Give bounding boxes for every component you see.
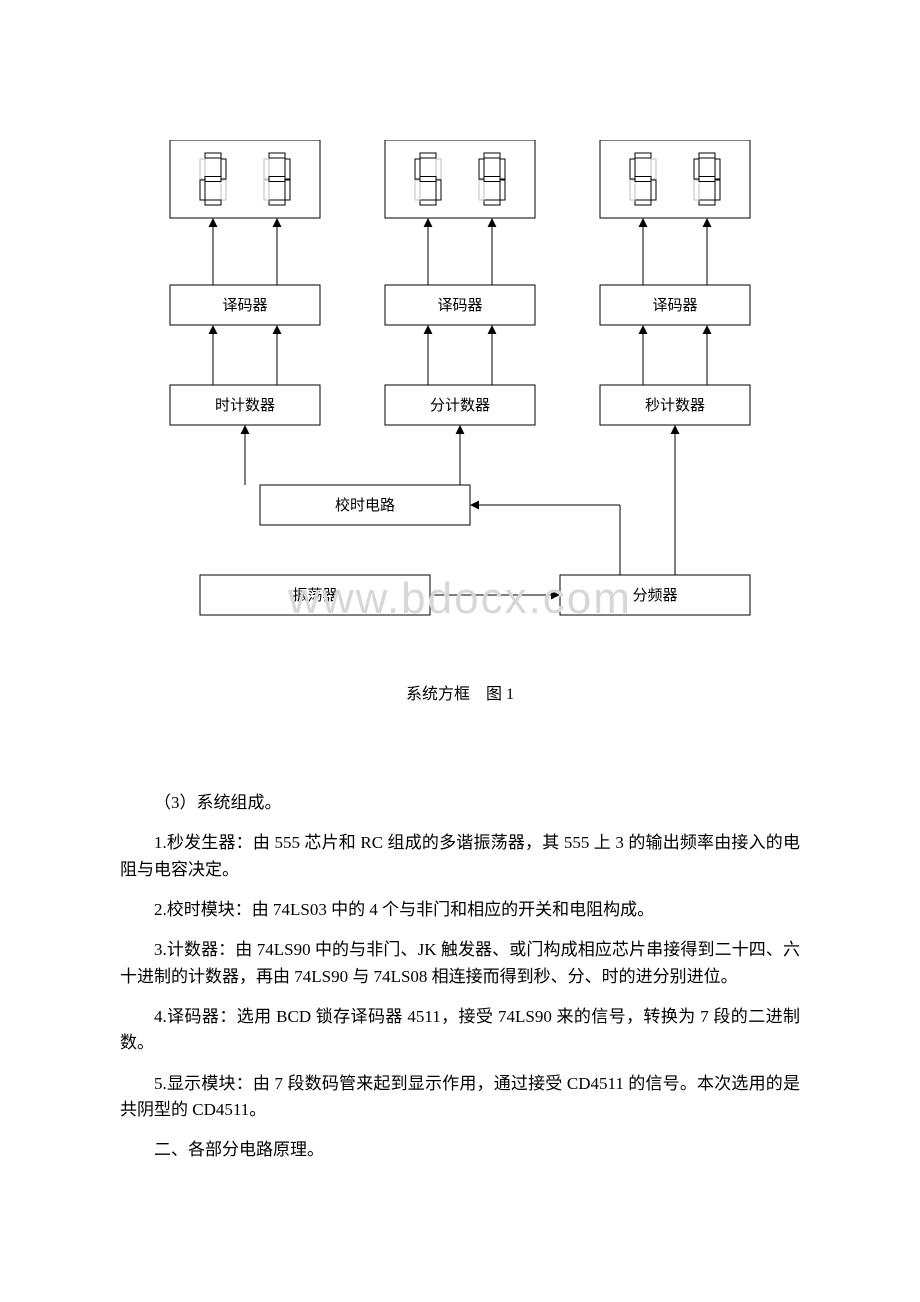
para-1: 1.秒发生器：由 555 芯片和 RC 组成的多谐振荡器，其 555 上 3 的… — [120, 830, 800, 883]
diagram-caption: 系统方框 图 1 — [0, 680, 920, 704]
para-2: 2.校时模块：由 74LS03 中的 4 个与非门和相应的开关和电阻构成。 — [120, 897, 800, 923]
para-4: 4.译码器：选用 BCD 锁存译码器 4511，接受 74LS90 来的信号，转… — [120, 1004, 800, 1057]
svg-text:译码器: 译码器 — [652, 297, 697, 314]
section-2-heading: 二、各部分电路原理。 — [120, 1137, 800, 1163]
para-5: 5.显示模块：由 7 段数码管来起到显示作用，通过接受 CD4511 的信号。本… — [120, 1071, 800, 1124]
svg-text:时计数器: 时计数器 — [215, 397, 275, 414]
body-text: （3）系统组成。 1.秒发生器：由 555 芯片和 RC 组成的多谐振荡器，其 … — [120, 790, 800, 1178]
svg-text:译码器: 译码器 — [437, 297, 482, 314]
section-3-heading: （3）系统组成。 — [120, 790, 800, 816]
svg-text:分计数器: 分计数器 — [430, 397, 490, 414]
svg-text:秒计数器: 秒计数器 — [645, 397, 705, 414]
para-3: 3.计数器：由 74LS90 中的与非门、JK 触发器、或门构成相应芯片串接得到… — [120, 937, 800, 990]
svg-text:分频器: 分频器 — [632, 587, 677, 604]
svg-text:校时电路: 校时电路 — [335, 497, 395, 514]
svg-text:振荡器: 振荡器 — [292, 587, 337, 604]
system-block-diagram: 译码器 译码器 译码器时计数器 分计数器 秒计数器校时电路振荡器 分频器 — [150, 140, 770, 660]
svg-text:译码器: 译码器 — [222, 297, 267, 314]
